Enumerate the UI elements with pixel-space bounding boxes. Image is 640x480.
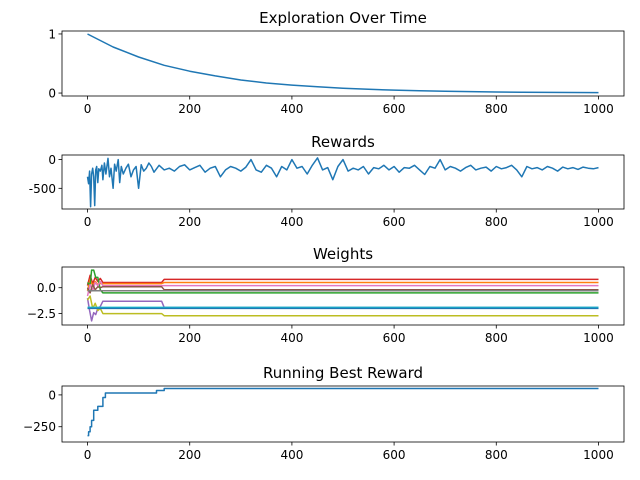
x-tick-label: 800 [485, 448, 508, 462]
x-tick-label: 600 [383, 102, 406, 116]
series-line-1 [86, 274, 599, 286]
axes-frame [61, 385, 625, 443]
series-line-7 [86, 297, 599, 322]
x-tick-label: 400 [280, 102, 303, 116]
y-tick-label: 0 [48, 388, 56, 402]
x-tick-label: 1000 [583, 102, 614, 116]
x-tick-label: 600 [383, 448, 406, 462]
chart-title: Rewards [311, 133, 375, 151]
y-tick-label: 0 [48, 87, 56, 101]
x-tick-label: 1000 [583, 215, 614, 229]
series-line-1 [87, 33, 599, 94]
axes-frame [61, 266, 625, 326]
y-tick-label: −2.5 [27, 307, 56, 321]
x-tick-label: 600 [383, 215, 406, 229]
x-tick-label: 800 [485, 102, 508, 116]
y-tick-label: 1 [48, 27, 56, 41]
subplot-4: 0 200 400 600 800 1000 0 −250 Running Best Rewar… [23, 364, 625, 462]
x-tick-label: 0 [84, 448, 92, 462]
axes-frame [61, 154, 625, 210]
chart-title: Weights [313, 245, 373, 263]
subplot-1: 0 200 400 600 800 1000 0 1 Exploration Over Time [48, 9, 625, 116]
x-tick-label: 400 [280, 448, 303, 462]
y-tick-label: 0.0 [37, 281, 56, 295]
subplot-3: 0 200 400 600 800 1000 0.0 −2.5 Weights [27, 245, 625, 345]
x-tick-label: 0 [84, 331, 92, 345]
x-tick-label: 800 [485, 331, 508, 345]
axes-frame [61, 30, 625, 97]
x-tick-label: 800 [485, 215, 508, 229]
y-tick-label: −250 [23, 420, 56, 434]
x-tick-label: 1000 [583, 448, 614, 462]
x-tick-label: 200 [178, 448, 201, 462]
x-tick-label: 400 [280, 331, 303, 345]
x-tick-label: 200 [178, 331, 201, 345]
x-tick-label: 400 [280, 215, 303, 229]
x-tick-label: 600 [383, 331, 406, 345]
subplot-2: 0 200 400 600 800 1000 0 -500 Rewards [29, 133, 625, 229]
y-tick-label: -500 [29, 182, 56, 196]
x-tick-label: 0 [84, 102, 92, 116]
series-line-5 [86, 283, 599, 294]
series-line-1 [87, 387, 599, 437]
x-tick-label: 1000 [583, 331, 614, 345]
chart-title: Exploration Over Time [259, 9, 427, 27]
chart-title: Running Best Reward [263, 364, 423, 382]
series-line-3 [86, 269, 599, 294]
x-tick-label: 0 [84, 215, 92, 229]
y-tick-label: 0 [48, 153, 56, 167]
x-tick-label: 200 [178, 102, 201, 116]
series-line-1 [86, 157, 599, 208]
x-tick-label: 200 [178, 215, 201, 229]
